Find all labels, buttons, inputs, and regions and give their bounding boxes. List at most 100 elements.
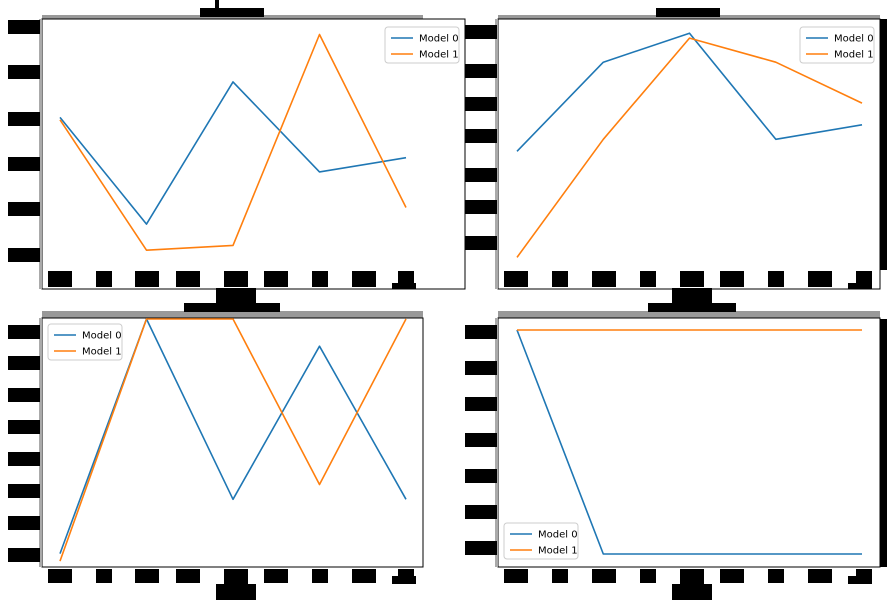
redacted-title <box>184 303 280 312</box>
x-tick-label <box>352 271 376 287</box>
title-bar <box>498 311 880 319</box>
x-tick-label <box>592 569 616 583</box>
x-tick-label-overflow <box>392 283 416 289</box>
x-tick-label <box>312 271 328 287</box>
redacted-title <box>648 303 736 312</box>
y-tick-label <box>8 325 40 339</box>
legend-label-model-1: Model 1 <box>419 50 459 61</box>
x-tick-label <box>720 271 744 287</box>
x-tick-label-overflow <box>680 576 704 584</box>
y-tick-label <box>465 200 497 214</box>
subplot-3: Model 0 Model 1 <box>8 303 424 600</box>
series-line-model-0 <box>516 329 862 555</box>
x-tick-label <box>264 569 288 583</box>
y-tick-label <box>465 25 497 39</box>
x-tick-label <box>135 569 159 583</box>
y-tick-label <box>8 388 40 402</box>
y-tick-label <box>465 469 497 483</box>
subplot-1: Model 0 Model 1 <box>8 0 466 306</box>
y-tick-label <box>8 20 40 34</box>
left-spine <box>495 19 498 289</box>
x-tick-label <box>808 271 832 287</box>
left-spine <box>39 318 42 567</box>
legend-label-model-1: Model 1 <box>538 546 578 557</box>
x-tick-label-overflow <box>848 576 872 584</box>
series-line-model-0 <box>59 318 407 554</box>
x-tick-label <box>224 271 248 287</box>
legend-label-model-1: Model 1 <box>82 347 122 358</box>
x-tick-label <box>680 271 704 287</box>
x-tick-label <box>48 271 72 287</box>
series-line-model-0 <box>516 32 863 152</box>
x-tick-label-overflow <box>848 283 872 289</box>
x-tick-label <box>768 569 784 583</box>
legend-label-model-1: Model 1 <box>834 50 874 61</box>
y-tick-label <box>8 420 40 434</box>
x-tick-label <box>552 271 568 287</box>
x-tick-label <box>264 271 288 287</box>
legend-label-model-0: Model 0 <box>419 34 459 45</box>
x-tick-label <box>96 569 112 583</box>
x-tick-label <box>135 271 159 287</box>
series-line-model-0 <box>59 81 407 225</box>
left-spine <box>39 19 42 289</box>
y-tick-label <box>465 397 497 411</box>
x-tick-label <box>48 569 72 583</box>
y-tick-label <box>465 97 497 111</box>
y-tick-label <box>465 505 497 519</box>
y-tick-label <box>465 129 497 143</box>
x-axis-label <box>216 584 256 600</box>
x-tick-label <box>808 569 832 583</box>
y-tick-label <box>465 541 497 555</box>
right-edge-bar <box>880 319 887 567</box>
x-tick-label <box>352 569 376 583</box>
y-tick-label <box>8 548 40 562</box>
y-tick-label <box>465 433 497 447</box>
redacted-title <box>200 8 264 17</box>
y-tick-label <box>8 65 40 79</box>
y-tick-label <box>8 248 40 262</box>
y-tick-label <box>8 452 40 466</box>
y-tick-label <box>8 356 40 370</box>
series-line-model-1 <box>59 33 407 251</box>
x-tick-label <box>504 569 528 583</box>
x-tick-label <box>96 271 112 287</box>
x-tick-label <box>640 569 656 583</box>
y-tick-label <box>8 202 40 216</box>
plot-frame <box>497 18 881 290</box>
y-tick-label <box>8 157 40 171</box>
y-tick-label <box>8 516 40 530</box>
x-axis-label <box>672 288 712 306</box>
redacted-title <box>656 8 720 17</box>
title-bar <box>42 311 423 319</box>
legend: Model 0 Model 1 <box>47 323 123 361</box>
x-tick-label <box>312 569 328 583</box>
plot-frame <box>41 18 466 290</box>
x-tick-label <box>592 271 616 287</box>
redacted-title-stem <box>215 0 219 9</box>
y-tick-label <box>8 484 40 498</box>
legend: Model 0 Model 1 <box>503 522 579 560</box>
y-tick-label <box>465 64 497 78</box>
y-tick-label <box>465 361 497 375</box>
x-tick-label <box>176 271 200 287</box>
x-tick-label <box>720 569 744 583</box>
legend-label-model-0: Model 0 <box>834 34 874 45</box>
legend: Model 0 Model 1 <box>799 26 875 64</box>
subplot-2: Model 0 Model 1 <box>465 8 887 306</box>
x-axis-label <box>216 288 256 306</box>
y-tick-label <box>465 236 497 250</box>
x-tick-label <box>504 271 528 287</box>
y-tick-label <box>465 168 497 182</box>
x-tick-label-overflow <box>392 576 416 584</box>
x-axis-label <box>672 584 712 600</box>
x-tick-label <box>640 271 656 287</box>
x-tick-label <box>552 569 568 583</box>
x-tick-label-overflow <box>224 576 248 584</box>
x-tick-label <box>768 271 784 287</box>
series-line-model-1 <box>59 318 407 562</box>
subplot-4: Model 0 Model 1 <box>465 303 887 600</box>
right-edge-bar <box>880 19 887 270</box>
legend-label-model-0: Model 0 <box>82 331 122 342</box>
